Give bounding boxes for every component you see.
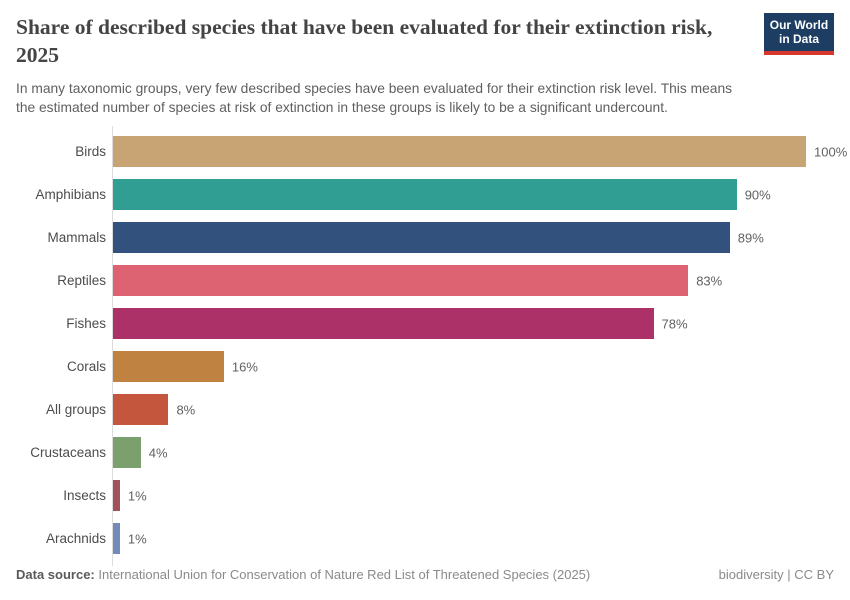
- bar-track: 100%: [113, 136, 847, 168]
- bar-track: 89%: [113, 222, 806, 254]
- value-label: 4%: [148, 445, 168, 461]
- y-axis-line: [112, 126, 113, 567]
- owid-logo-line1: Our World: [769, 18, 829, 32]
- category-label-amphibians: Amphibians: [35, 187, 106, 203]
- license-credit[interactable]: biodiversity | CC BY: [718, 567, 834, 582]
- bar-birds[interactable]: [113, 136, 806, 168]
- value-label: 83%: [696, 273, 723, 289]
- bar-track: 78%: [113, 308, 806, 340]
- bar-track: 1%: [113, 480, 806, 512]
- data-source: Data source: International Union for Con…: [16, 567, 590, 582]
- category-label-arachnids: Arachnids: [45, 531, 106, 547]
- bar-row: Insects 1%: [16, 474, 834, 517]
- bar-row: Arachnids 1%: [16, 517, 834, 560]
- category-label-birds: Birds: [75, 144, 106, 160]
- bar-fishes[interactable]: [113, 308, 654, 340]
- value-label: 89%: [737, 230, 764, 246]
- bar-arachnids[interactable]: [113, 523, 120, 555]
- bar-rows: Birds 100% Amphibians 90% Mammals 89% Reptiles…: [16, 130, 847, 560]
- bar-track: 16%: [113, 351, 806, 383]
- category-label-mammals: Mammals: [47, 230, 106, 246]
- bar-all-groups[interactable]: [113, 394, 169, 426]
- bar-row: Birds 100%: [16, 130, 847, 173]
- bar-track: 90%: [113, 179, 806, 211]
- data-source-label: Data source:: [16, 567, 95, 582]
- bar-row: Crustaceans 4%: [16, 431, 834, 474]
- bar-mammals[interactable]: [113, 222, 730, 254]
- value-label: 78%: [661, 316, 688, 332]
- bar-row: Reptiles 83%: [16, 259, 834, 302]
- category-label-crustaceans: Crustaceans: [30, 445, 106, 461]
- owid-logo-line2: in Data: [778, 32, 819, 47]
- value-label: 1%: [127, 488, 147, 504]
- bar-track: 8%: [113, 394, 806, 426]
- bar-row: Fishes 78%: [16, 302, 834, 345]
- value-label: 100%: [814, 144, 848, 160]
- value-label: 90%: [744, 187, 771, 203]
- value-label: 8%: [176, 402, 196, 418]
- bar-corals[interactable]: [113, 351, 224, 383]
- chart-header: Share of described species that have bee…: [16, 13, 834, 117]
- bar-chart: Birds 100% Amphibians 90% Mammals 89% Reptiles…: [16, 126, 847, 567]
- chart-title: Share of described species that have bee…: [16, 15, 713, 67]
- category-label-fishes: Fishes: [66, 316, 106, 332]
- value-label: 16%: [231, 359, 258, 375]
- data-source-text: International Union for Conservation of …: [94, 567, 591, 582]
- bar-track: 4%: [113, 437, 806, 469]
- value-label: 1%: [127, 531, 147, 547]
- category-label-insects: Insects: [63, 488, 106, 504]
- bar-row: Mammals 89%: [16, 216, 834, 259]
- bar-track: 83%: [113, 265, 806, 297]
- bar-track: 1%: [113, 523, 806, 555]
- bar-row: Amphibians 90%: [16, 173, 834, 216]
- category-label-all-groups: All groups: [45, 402, 106, 418]
- bar-insects[interactable]: [113, 480, 120, 512]
- chart-footer: Data source: International Union for Con…: [16, 567, 834, 582]
- owid-logo[interactable]: Our World in Data: [764, 13, 834, 55]
- bar-reptiles[interactable]: [113, 265, 689, 297]
- bar-amphibians[interactable]: [113, 179, 737, 211]
- chart-subtitle: In many taxonomic groups, very few descr…: [16, 81, 733, 116]
- bar-crustaceans[interactable]: [113, 437, 141, 469]
- bar-row: All groups 8%: [16, 388, 834, 431]
- bar-row: Corals 16%: [16, 345, 834, 388]
- category-label-reptiles: Reptiles: [57, 273, 106, 289]
- category-label-corals: Corals: [66, 359, 106, 375]
